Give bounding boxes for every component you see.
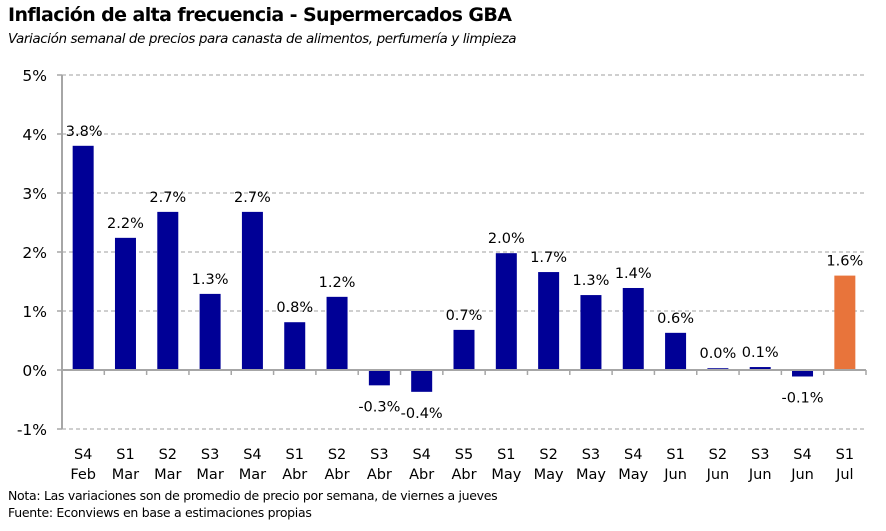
x-tick-label-month: May bbox=[576, 467, 606, 483]
bar bbox=[368, 370, 390, 386]
x-axis-labels: S4 Feb S1 Mar S2 Mar S3 Mar S4 Mar S1 Abr S2 Abr S3 Abr… bbox=[70, 447, 854, 483]
x-tick-label-week: S2 bbox=[709, 447, 727, 463]
bar bbox=[792, 370, 814, 377]
data-label: 0.1% bbox=[742, 345, 779, 361]
data-label: 1.7% bbox=[530, 250, 567, 266]
y-tick-label: 0% bbox=[22, 362, 47, 380]
data-label: 1.3% bbox=[192, 272, 229, 288]
y-axis-ticks: -1% 0% 1% 2% 3% 4% 5% bbox=[17, 67, 47, 439]
bar bbox=[453, 329, 475, 370]
x-tick-label-month: Mar bbox=[239, 467, 266, 483]
x-tick-label-month: Jun bbox=[663, 467, 687, 483]
x-tick-label-week: S1 bbox=[836, 447, 854, 463]
data-labels: 3.8% 2.2% 2.7% 1.3% 2.7% 0.8% 1.2% -0.3% -0.4% 0.… bbox=[66, 124, 864, 422]
x-tick-label-month: May bbox=[534, 467, 564, 483]
x-tick-label-month: Mar bbox=[196, 467, 223, 483]
x-tick-label-week: S3 bbox=[370, 447, 388, 463]
bar bbox=[538, 272, 560, 370]
gridlines bbox=[57, 74, 866, 430]
chart-notes: Nota: Las variaciones son de promedio de… bbox=[8, 487, 498, 521]
bar bbox=[114, 237, 136, 370]
x-tick-label-week: S3 bbox=[582, 447, 600, 463]
x-tick-label-month: Jun bbox=[748, 467, 772, 483]
x-tick-label-week: S1 bbox=[666, 447, 684, 463]
x-tick-label-month: May bbox=[618, 467, 648, 483]
y-tick-label: 4% bbox=[22, 126, 47, 144]
data-label: 1.3% bbox=[573, 273, 610, 289]
bar bbox=[284, 322, 306, 370]
data-label: 1.4% bbox=[615, 266, 652, 282]
x-tick-label-week: S1 bbox=[286, 447, 304, 463]
note-text: Nota: Las variaciones son de promedio de… bbox=[8, 488, 498, 503]
data-label: 3.8% bbox=[66, 124, 103, 140]
x-tick-label-month: Abr bbox=[451, 467, 476, 483]
x-tick-label-week: S4 bbox=[624, 447, 642, 463]
data-label: 2.0% bbox=[488, 231, 525, 247]
axes bbox=[61, 75, 867, 429]
x-tick-label-month: Feb bbox=[70, 467, 96, 483]
x-tick-label-month: Jun bbox=[790, 467, 814, 483]
chart-subtitle: Variación semanal de precios para canast… bbox=[8, 31, 517, 47]
data-label: 1.6% bbox=[826, 254, 863, 270]
y-tick-label: -1% bbox=[17, 421, 47, 439]
x-tick-label-week: S2 bbox=[328, 447, 346, 463]
data-label: -0.1% bbox=[781, 390, 823, 406]
x-tick-label-month: Abr bbox=[325, 467, 350, 483]
x-tick-label-month: Jun bbox=[706, 467, 730, 483]
x-tick-label-month: Mar bbox=[112, 467, 139, 483]
bar bbox=[326, 296, 348, 370]
data-label: 1.2% bbox=[319, 275, 356, 291]
x-tick-label-month: May bbox=[491, 467, 521, 483]
bar bbox=[749, 367, 771, 370]
data-label: 0.8% bbox=[276, 300, 313, 316]
x-tick-label-week: S2 bbox=[159, 447, 177, 463]
x-tick-label-week: S1 bbox=[116, 447, 134, 463]
x-tick-label-week: S4 bbox=[793, 447, 811, 463]
data-label: -0.4% bbox=[401, 406, 443, 422]
bar bbox=[495, 253, 517, 370]
y-tick-label: 1% bbox=[22, 303, 47, 321]
x-tick-label-week: S2 bbox=[539, 447, 557, 463]
x-tick-label-month: Abr bbox=[282, 467, 307, 483]
bar bbox=[157, 211, 179, 370]
bar bbox=[580, 295, 602, 370]
x-tick-label-week: S5 bbox=[455, 447, 473, 463]
data-label: 0.6% bbox=[657, 311, 694, 327]
bar bbox=[241, 211, 263, 370]
y-tick-label: 5% bbox=[22, 67, 47, 85]
bar bbox=[199, 293, 221, 370]
chart-title: Inflación de alta frecuencia - Supermerc… bbox=[8, 4, 512, 26]
x-tick-label-week: S4 bbox=[74, 447, 92, 463]
bar bbox=[665, 332, 687, 370]
y-tick-label: 3% bbox=[22, 185, 47, 203]
data-label: 2.7% bbox=[149, 190, 186, 206]
bar bbox=[834, 275, 856, 370]
data-label: -0.3% bbox=[358, 399, 400, 415]
x-tick-label-week: S4 bbox=[412, 447, 430, 463]
bar bbox=[411, 370, 433, 392]
x-tick-label-week: S1 bbox=[497, 447, 515, 463]
source-text: Fuente: Econviews en base a estimaciones… bbox=[8, 505, 312, 520]
data-label: 2.2% bbox=[107, 216, 144, 232]
x-tick-label-week: S3 bbox=[751, 447, 769, 463]
x-tick-label-week: S4 bbox=[243, 447, 261, 463]
x-tick-label-month: Mar bbox=[154, 467, 181, 483]
x-tick-label-month: Abr bbox=[367, 467, 392, 483]
bars bbox=[72, 145, 856, 392]
data-label: 2.7% bbox=[234, 190, 271, 206]
data-label: 0.0% bbox=[699, 346, 736, 362]
data-label: 0.7% bbox=[446, 308, 483, 324]
bar bbox=[72, 145, 94, 370]
x-tick-label-month: Jul bbox=[835, 467, 854, 483]
x-tick-label-month: Abr bbox=[409, 467, 434, 483]
y-tick-label: 2% bbox=[22, 244, 47, 262]
bar bbox=[622, 287, 644, 370]
x-tick-label-week: S3 bbox=[201, 447, 219, 463]
